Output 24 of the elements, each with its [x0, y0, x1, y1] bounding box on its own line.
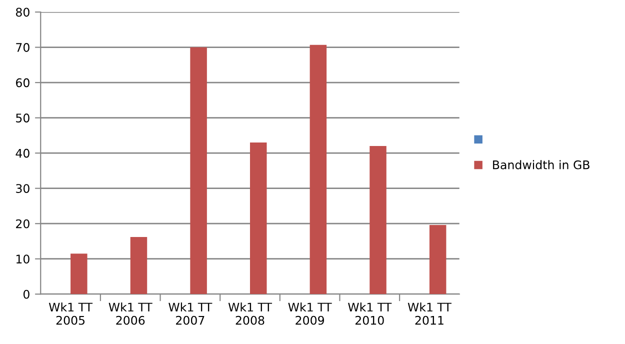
y-tick-label: 40	[16, 148, 30, 158]
y-tick-label: 0	[23, 290, 30, 299]
y-tick-label: 70	[16, 43, 30, 52]
bar	[70, 254, 88, 294]
bar	[310, 44, 327, 294]
y-tick-label: 20	[16, 219, 30, 228]
x-tick-label: Wk1 TT 2007	[168, 302, 212, 325]
y-tick-label: 80	[16, 8, 30, 17]
x-tick-label: Wk1 TT 2010	[348, 302, 392, 325]
x-tick-label: Wk1 TT 2005	[48, 302, 93, 325]
y-tick-label: 30	[16, 184, 30, 193]
x-tick-label: Wk1 TT 2011	[408, 302, 452, 325]
x-tick-label: Wk1 TT 2006	[108, 302, 152, 325]
bar	[130, 237, 148, 294]
y-tick-label: 60	[16, 78, 30, 88]
bar	[250, 142, 267, 294]
y-tick-label: 10	[16, 254, 30, 264]
bar	[190, 47, 207, 294]
bar	[429, 225, 446, 294]
y-tick-label: 50	[16, 114, 30, 122]
x-tick-label: Wk1 TT 2008	[228, 302, 272, 325]
legend-label: Bandwidth in GB	[493, 160, 590, 170]
bar	[370, 146, 386, 294]
x-tick-label: Wk1 TT 2009	[288, 302, 332, 325]
